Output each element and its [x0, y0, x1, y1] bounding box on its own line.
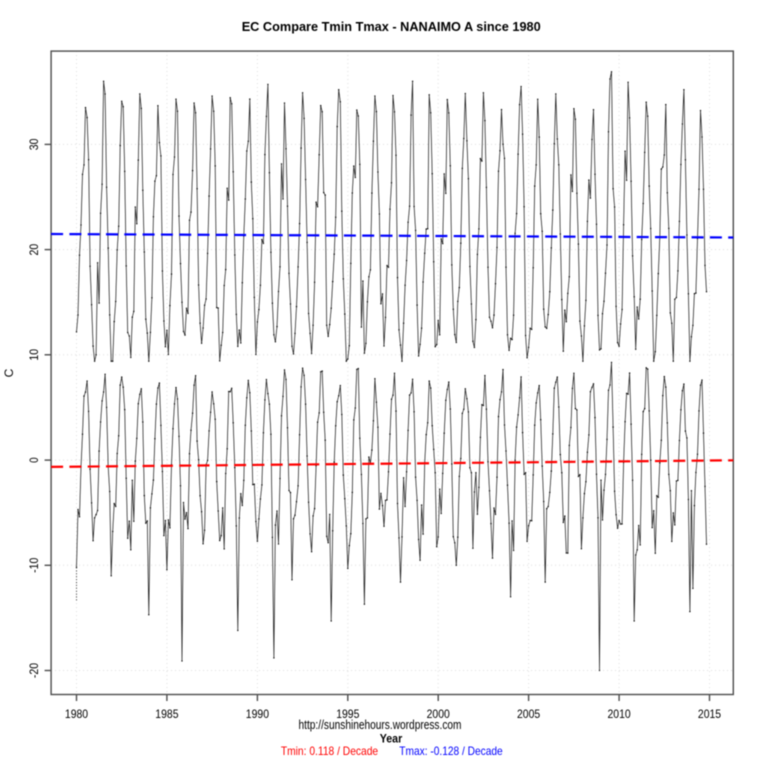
svg-text:1985: 1985 — [155, 707, 178, 721]
svg-text:30: 30 — [27, 138, 41, 150]
svg-text:20: 20 — [27, 243, 41, 255]
svg-text:2010: 2010 — [608, 707, 631, 721]
svg-text:0: 0 — [27, 457, 41, 463]
svg-text:10: 10 — [27, 349, 41, 361]
svg-text:-20: -20 — [27, 663, 41, 678]
svg-text:1995: 1995 — [336, 707, 359, 721]
svg-text:2015: 2015 — [698, 707, 721, 721]
svg-text:Year: Year — [380, 731, 403, 745]
svg-text:1990: 1990 — [246, 707, 269, 721]
svg-text:2000: 2000 — [427, 707, 450, 721]
svg-text:http://sunshinehours.wordpress: http://sunshinehours.wordpress.com — [299, 718, 462, 732]
svg-text:EC Compare Tmin Tmax - NANAIMO: EC Compare Tmin Tmax - NANAIMO A since 1… — [242, 19, 541, 34]
svg-text:Tmin: 0.118 / Decade: Tmin: 0.118 / Decade — [281, 744, 379, 758]
svg-text:C: C — [2, 368, 16, 377]
svg-text:1980: 1980 — [65, 707, 88, 721]
svg-text:-10: -10 — [27, 557, 41, 572]
svg-text:2005: 2005 — [517, 707, 540, 721]
svg-text:Tmax: -0.128 / Decade: Tmax: -0.128 / Decade — [399, 744, 503, 758]
